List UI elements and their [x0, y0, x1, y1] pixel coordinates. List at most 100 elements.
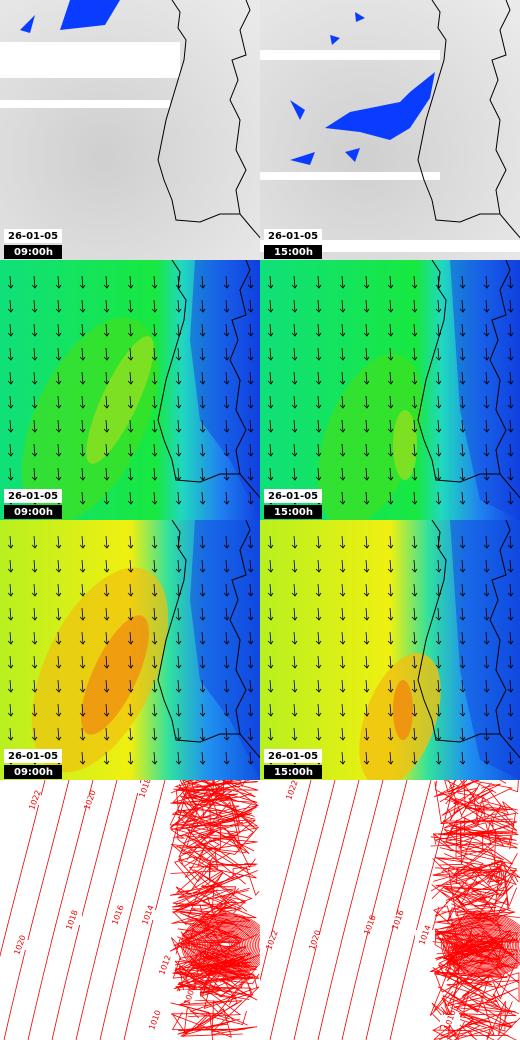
isobar-land — [434, 966, 520, 993]
wind-arrow — [175, 631, 182, 645]
date-label: 26-01-05 — [268, 751, 318, 762]
wind-arrow — [411, 583, 418, 597]
wind-arrow — [483, 631, 490, 645]
wind-arrow — [435, 583, 442, 597]
wind-arrows — [267, 535, 514, 765]
isobar-low — [442, 914, 520, 976]
wind-arrow — [435, 371, 442, 385]
wind-arrow — [483, 419, 490, 433]
wind-arrow — [103, 395, 110, 409]
wind-arrow — [199, 491, 206, 505]
wind-arrow — [363, 655, 370, 669]
wind-arrow — [507, 347, 514, 361]
contour-label-bg — [440, 1015, 460, 1025]
wind-arrow — [291, 299, 298, 313]
wind-arrow — [79, 583, 86, 597]
wind-arrow — [79, 751, 86, 765]
isobar-land — [435, 882, 507, 892]
wind-arrow — [507, 679, 514, 693]
wind-arrow — [483, 655, 490, 669]
wind-arrow — [31, 679, 38, 693]
isobar — [3, 780, 70, 1040]
wind-arrow — [199, 467, 206, 481]
wind-arrow — [435, 703, 442, 717]
wind-arrow — [199, 631, 206, 645]
wind-arrow — [291, 347, 298, 361]
wind-arrow — [103, 275, 110, 289]
wind-arrow — [55, 703, 62, 717]
wind-arrow — [79, 371, 86, 385]
isobar-land — [438, 945, 494, 977]
isobar-land — [210, 780, 246, 792]
isobar-low — [478, 940, 492, 950]
wind-arrow — [339, 655, 346, 669]
wind-arrow — [435, 443, 442, 457]
contour-label-bg — [25, 795, 45, 805]
isobar-land — [178, 855, 212, 882]
wind-arrow — [55, 679, 62, 693]
wind-arrow — [483, 703, 490, 717]
wind-arrow — [31, 607, 38, 621]
wind-arrow — [127, 323, 134, 337]
isobar-land — [178, 788, 257, 832]
isobar-low — [446, 916, 520, 974]
wind-arrow — [31, 299, 38, 313]
wind-arrow — [459, 535, 466, 549]
isobar-land — [435, 867, 501, 877]
isobar-land — [434, 829, 497, 867]
wind-arrow — [103, 347, 110, 361]
wind-arrow — [31, 631, 38, 645]
isobar-low — [214, 938, 236, 952]
wind-arrow — [199, 559, 206, 573]
wind-arrow — [339, 535, 346, 549]
wind-arrow — [151, 607, 158, 621]
isobar-low — [449, 918, 520, 972]
wind-arrow — [387, 655, 394, 669]
wind-arrow — [411, 467, 418, 481]
wind-arrow — [7, 631, 14, 645]
wind-arrow — [199, 535, 206, 549]
isobar-land — [446, 1018, 474, 1040]
wind-arrow — [175, 323, 182, 337]
isobar-low — [195, 923, 255, 967]
isobar-land — [438, 1017, 520, 1040]
isobar-low — [184, 915, 260, 975]
isobar-land — [434, 856, 519, 897]
isobar-low — [452, 921, 518, 969]
wind-arrow — [103, 655, 110, 669]
isobar-low — [200, 927, 250, 963]
wind-arrow — [363, 491, 370, 505]
isobar-low — [206, 932, 244, 958]
isobar-low — [210, 934, 240, 956]
wind-arrow — [151, 443, 158, 457]
wind-arrow — [223, 491, 230, 505]
wind-arrow — [315, 299, 322, 313]
isobar-land — [445, 868, 510, 906]
wind-arrow — [79, 395, 86, 409]
wind-arrow — [507, 419, 514, 433]
wind-arrow — [127, 419, 134, 433]
wind-arrow — [267, 655, 274, 669]
wind-arrow — [363, 559, 370, 573]
time-label: 09:00h — [14, 507, 53, 518]
isobar-land — [462, 882, 503, 914]
wind-arrow — [31, 535, 38, 549]
wind-arrow — [127, 275, 134, 289]
wind-arrow — [459, 371, 466, 385]
isobar-land — [172, 892, 257, 926]
wind-arrow — [411, 559, 418, 573]
wind-arrow — [31, 443, 38, 457]
wind-arrow — [79, 679, 86, 693]
wind-arrow — [127, 727, 134, 741]
wind-arrow — [387, 419, 394, 433]
isobar-land — [441, 866, 505, 910]
wind-arrow — [127, 299, 134, 313]
wind-arrow — [247, 323, 254, 337]
isobar-land — [463, 783, 501, 815]
isobar-low — [218, 940, 232, 950]
wind-arrow — [151, 535, 158, 549]
isobar-land — [211, 1000, 258, 1035]
isobar-land — [177, 978, 243, 1003]
isobar-low — [458, 926, 512, 964]
wind-arrow — [267, 559, 274, 573]
